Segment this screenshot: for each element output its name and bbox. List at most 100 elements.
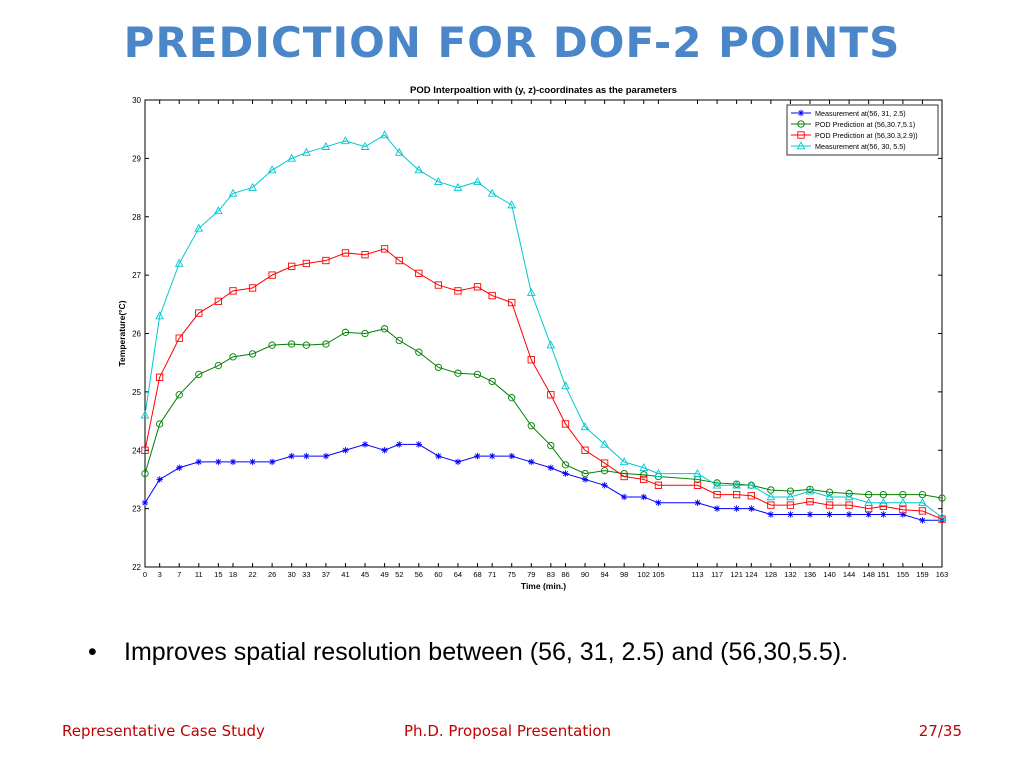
data-point xyxy=(640,493,647,501)
footer-center: Ph.D. Proposal Presentation xyxy=(404,722,612,740)
x-tick-label: 0 xyxy=(143,570,147,579)
data-point xyxy=(156,373,164,381)
data-point xyxy=(600,439,609,448)
data-point xyxy=(561,381,570,390)
data-point xyxy=(195,309,203,317)
x-tick-label: 41 xyxy=(341,570,349,579)
data-point xyxy=(268,458,276,466)
data-point xyxy=(341,328,350,336)
x-tick-label: 64 xyxy=(454,570,462,579)
data-point xyxy=(322,256,330,265)
data-point xyxy=(414,165,424,174)
x-tick-label: 151 xyxy=(877,570,890,579)
y-tick-label: 25 xyxy=(132,388,141,397)
data-point xyxy=(454,458,462,466)
legend-label: Measurement at(56, 31, 2.5) xyxy=(815,109,906,118)
data-point xyxy=(487,188,497,197)
data-point xyxy=(361,329,369,338)
data-point xyxy=(844,492,854,501)
x-tick-label: 71 xyxy=(488,570,496,579)
data-point xyxy=(381,447,388,454)
data-point xyxy=(797,120,805,128)
data-point xyxy=(655,499,662,506)
data-point xyxy=(228,188,238,197)
x-tick-label: 37 xyxy=(322,570,330,579)
legend-label: POD Prediction at (56,30.7,5.1) xyxy=(815,120,915,129)
data-point xyxy=(287,153,297,162)
data-point xyxy=(454,287,462,295)
data-point xyxy=(341,136,350,145)
data-point xyxy=(806,497,814,506)
x-tick-label: 15 xyxy=(214,570,222,579)
data-point xyxy=(380,325,389,333)
x-tick-label: 117 xyxy=(711,570,723,579)
data-point xyxy=(733,505,740,512)
data-point xyxy=(322,452,330,460)
data-point xyxy=(396,441,403,448)
data-point xyxy=(380,130,389,139)
data-point xyxy=(654,481,663,489)
data-point xyxy=(938,494,946,502)
data-point xyxy=(898,498,908,507)
data-point xyxy=(767,511,775,518)
data-point xyxy=(580,422,590,431)
data-point xyxy=(527,422,535,430)
data-point xyxy=(360,141,370,150)
data-point xyxy=(415,348,423,356)
series-line xyxy=(144,248,943,520)
data-point xyxy=(880,511,887,518)
data-point xyxy=(155,311,165,320)
data-point xyxy=(879,490,887,499)
data-point xyxy=(435,452,442,460)
y-tick-label: 30 xyxy=(132,96,141,105)
data-point xyxy=(899,506,907,514)
series-line xyxy=(144,328,943,499)
data-point xyxy=(786,492,795,501)
data-point xyxy=(454,369,462,377)
data-point xyxy=(713,490,721,499)
series-4 xyxy=(140,130,947,521)
data-point xyxy=(268,271,276,279)
data-point xyxy=(713,505,721,512)
data-point xyxy=(156,420,164,428)
chart-title: POD Interpoaltion with (y, z)-coordinate… xyxy=(410,85,677,96)
x-tick-label: 124 xyxy=(745,570,758,579)
x-tick-label: 26 xyxy=(268,570,276,579)
legend-label: Measurement at(56, 30, 5.5) xyxy=(815,142,906,151)
data-point xyxy=(175,391,183,399)
data-point xyxy=(215,458,222,466)
data-point xyxy=(156,476,163,483)
y-tick-label: 28 xyxy=(132,213,141,222)
data-point xyxy=(341,249,350,257)
x-tick-label: 113 xyxy=(692,570,704,579)
data-point xyxy=(322,340,330,348)
y-tick-label: 26 xyxy=(132,330,141,339)
data-point xyxy=(825,488,834,496)
data-point xyxy=(473,370,482,379)
data-point xyxy=(747,492,755,500)
line-chart: POD Interpoaltion with (y, z)-coordinate… xyxy=(112,80,960,595)
y-tick-label: 23 xyxy=(132,505,141,514)
data-point xyxy=(415,441,423,448)
data-point xyxy=(620,493,628,501)
chart-figure: POD Interpoaltion with (y, z)-coordinate… xyxy=(112,80,960,595)
x-tick-label: 121 xyxy=(730,570,743,579)
x-tick-label: 140 xyxy=(823,570,836,579)
data-point xyxy=(176,464,183,471)
data-point xyxy=(473,283,482,291)
data-point xyxy=(214,361,222,370)
x-tick-label: 132 xyxy=(784,570,797,579)
x-tick-label: 30 xyxy=(288,570,296,579)
data-point xyxy=(248,350,257,358)
data-point xyxy=(488,452,496,460)
x-tick-label: 52 xyxy=(395,570,403,579)
x-tick-label: 163 xyxy=(936,570,949,579)
x-tick-label: 148 xyxy=(862,570,875,579)
data-point xyxy=(845,511,853,518)
data-point xyxy=(639,463,649,472)
data-point xyxy=(825,492,834,501)
y-tick-label: 22 xyxy=(132,563,141,572)
data-point xyxy=(507,200,517,209)
data-point xyxy=(693,468,702,477)
data-point xyxy=(268,341,276,349)
